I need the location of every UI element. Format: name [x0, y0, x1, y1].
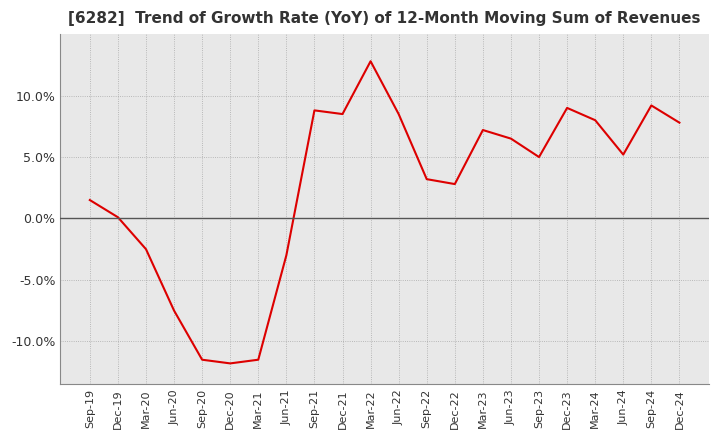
- Title: [6282]  Trend of Growth Rate (YoY) of 12-Month Moving Sum of Revenues: [6282] Trend of Growth Rate (YoY) of 12-…: [68, 11, 701, 26]
